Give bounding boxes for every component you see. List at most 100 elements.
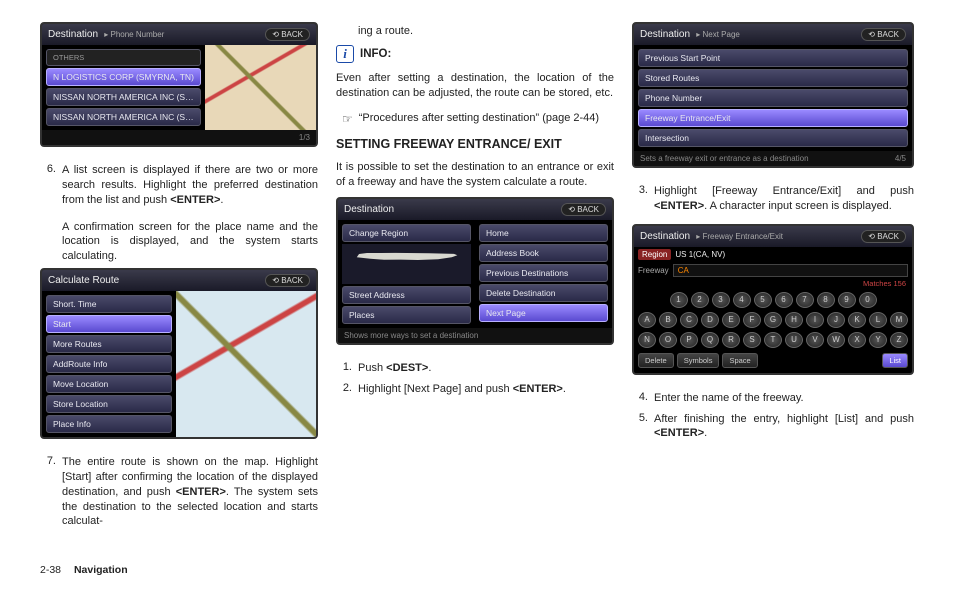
screenshot-next-page-menu: Destination ▸ Next Page ⟲ BACK Previous … bbox=[632, 22, 914, 168]
space-button[interactable]: Space bbox=[722, 353, 757, 368]
reference-text: “Procedures after setting destination” (… bbox=[359, 111, 614, 127]
step-text: Push <DEST>. bbox=[358, 361, 614, 376]
key-5[interactable]: 5 bbox=[754, 292, 772, 308]
key-G[interactable]: G bbox=[764, 312, 782, 328]
key-P[interactable]: P bbox=[680, 332, 698, 348]
column-2: ing a route. i INFO: Even after setting … bbox=[336, 18, 614, 535]
back-button[interactable]: ⟲ BACK bbox=[265, 274, 310, 287]
key-D[interactable]: D bbox=[701, 312, 719, 328]
menu-item[interactable]: Places bbox=[342, 306, 471, 324]
key-3[interactable]: 3 bbox=[712, 292, 730, 308]
section-heading: SETTING FREEWAY ENTRANCE/ EXIT bbox=[336, 137, 614, 152]
step-number: 7. bbox=[40, 455, 62, 529]
menu-item[interactable]: Freeway Entrance/Exit bbox=[638, 109, 908, 127]
menu-item[interactable]: Address Book bbox=[479, 244, 608, 262]
step-text: Highlight [Next Page] and push <ENTER>. bbox=[358, 382, 614, 397]
step-text: A list screen is displayed if there are … bbox=[62, 163, 318, 208]
menu-item[interactable]: Store Location bbox=[46, 395, 172, 413]
step-continuation: A confirmation screen for the place name… bbox=[62, 220, 318, 265]
list-button[interactable]: List bbox=[882, 353, 908, 368]
menu-item[interactable]: Phone Number bbox=[638, 89, 908, 107]
menu-item[interactable]: Street Address bbox=[342, 286, 471, 304]
menu-item[interactable]: More Routes bbox=[46, 335, 172, 353]
key-1[interactable]: 1 bbox=[670, 292, 688, 308]
key-H[interactable]: H bbox=[785, 312, 803, 328]
key-O[interactable]: O bbox=[659, 332, 677, 348]
menu-item[interactable]: Change Region bbox=[342, 224, 471, 242]
key-S[interactable]: S bbox=[743, 332, 761, 348]
key-B[interactable]: B bbox=[659, 312, 677, 328]
keypad: 1234567890 ABCDEFGHIJKLM NOPQRSTUVWXYZ D… bbox=[634, 288, 912, 373]
info-icon: i bbox=[336, 45, 354, 63]
menu-item[interactable]: Previous Start Point bbox=[638, 49, 908, 67]
key-8[interactable]: 8 bbox=[817, 292, 835, 308]
key-I[interactable]: I bbox=[806, 312, 824, 328]
key-2[interactable]: 2 bbox=[691, 292, 709, 308]
key-E[interactable]: E bbox=[722, 312, 740, 328]
key-X[interactable]: X bbox=[848, 332, 866, 348]
key-J[interactable]: J bbox=[827, 312, 845, 328]
step-text: Enter the name of the freeway. bbox=[654, 391, 914, 406]
menu-item[interactable]: Stored Routes bbox=[638, 69, 908, 87]
key-V[interactable]: V bbox=[806, 332, 824, 348]
back-button[interactable]: ⟲ BACK bbox=[861, 230, 906, 243]
menu-item[interactable]: Short. Time bbox=[46, 295, 172, 313]
info-body: Even after setting a destination, the lo… bbox=[336, 71, 614, 101]
key-R[interactable]: R bbox=[722, 332, 740, 348]
list-item[interactable]: N LOGISTICS CORP (SMYRNA, TN) bbox=[46, 68, 201, 86]
nav-title: Destination bbox=[48, 29, 98, 40]
menu-item[interactable]: Start bbox=[46, 315, 172, 333]
key-Z[interactable]: Z bbox=[890, 332, 908, 348]
key-F[interactable]: F bbox=[743, 312, 761, 328]
key-A[interactable]: A bbox=[638, 312, 656, 328]
symbols-button[interactable]: Symbols bbox=[677, 353, 720, 368]
back-button[interactable]: ⟲ BACK bbox=[561, 203, 606, 216]
key-0[interactable]: 0 bbox=[859, 292, 877, 308]
key-L[interactable]: L bbox=[869, 312, 887, 328]
key-9[interactable]: 9 bbox=[838, 292, 856, 308]
step-text: After finishing the entry, highlight [Li… bbox=[654, 412, 914, 442]
step-text: The entire route is shown on the map. Hi… bbox=[62, 455, 318, 529]
page-indicator: 4/5 bbox=[895, 154, 906, 163]
list-item[interactable]: NISSAN NORTH AMERICA INC (S… bbox=[46, 88, 201, 106]
menu-item[interactable]: Next Page bbox=[479, 304, 608, 322]
menu-item[interactable]: Move Location bbox=[46, 375, 172, 393]
key-T[interactable]: T bbox=[764, 332, 782, 348]
list-header: OTHERS bbox=[46, 49, 201, 66]
list-item[interactable]: NISSAN NORTH AMERICA INC (S… bbox=[46, 108, 201, 126]
back-button[interactable]: ⟲ BACK bbox=[265, 28, 310, 41]
key-N[interactable]: N bbox=[638, 332, 656, 348]
route-map bbox=[176, 291, 316, 437]
key-4[interactable]: 4 bbox=[733, 292, 751, 308]
menu-item[interactable]: Place Info bbox=[46, 415, 172, 433]
key-C[interactable]: C bbox=[680, 312, 698, 328]
key-M[interactable]: M bbox=[890, 312, 908, 328]
nav-subtitle: ▸ Next Page bbox=[694, 30, 740, 39]
key-U[interactable]: U bbox=[785, 332, 803, 348]
manual-page: Destination ▸ Phone Number ⟲ BACK OTHERS… bbox=[0, 0, 954, 535]
key-Q[interactable]: Q bbox=[701, 332, 719, 348]
menu-item[interactable]: Previous Destinations bbox=[479, 264, 608, 282]
menu-item[interactable]: Home bbox=[479, 224, 608, 242]
menu-item[interactable]: Delete Destination bbox=[479, 284, 608, 302]
region-button[interactable]: Region bbox=[638, 249, 671, 260]
key-K[interactable]: K bbox=[848, 312, 866, 328]
nav-footer: 1/3 bbox=[42, 130, 316, 145]
menu-item[interactable]: Intersection bbox=[638, 129, 908, 147]
delete-button[interactable]: Delete bbox=[638, 353, 674, 368]
menu-item[interactable]: AddRoute Info bbox=[46, 355, 172, 373]
nav-title: Destination bbox=[344, 204, 394, 215]
key-6[interactable]: 6 bbox=[775, 292, 793, 308]
nav-title: Destination bbox=[640, 29, 690, 40]
key-W[interactable]: W bbox=[827, 332, 845, 348]
freeway-input[interactable]: CA bbox=[673, 264, 908, 277]
step-number: 3. bbox=[632, 184, 654, 214]
key-Y[interactable]: Y bbox=[869, 332, 887, 348]
step-number: 5. bbox=[632, 412, 654, 442]
column-1: Destination ▸ Phone Number ⟲ BACK OTHERS… bbox=[40, 18, 318, 535]
back-button[interactable]: ⟲ BACK bbox=[861, 28, 906, 41]
key-7[interactable]: 7 bbox=[796, 292, 814, 308]
screenshot-phone-number-list: Destination ▸ Phone Number ⟲ BACK OTHERS… bbox=[40, 22, 318, 147]
screenshot-calculate-route: Calculate Route ⟲ BACK Short. Time Start… bbox=[40, 268, 318, 439]
nav-subtitle: ▸ Freeway Entrance/Exit bbox=[694, 232, 783, 241]
